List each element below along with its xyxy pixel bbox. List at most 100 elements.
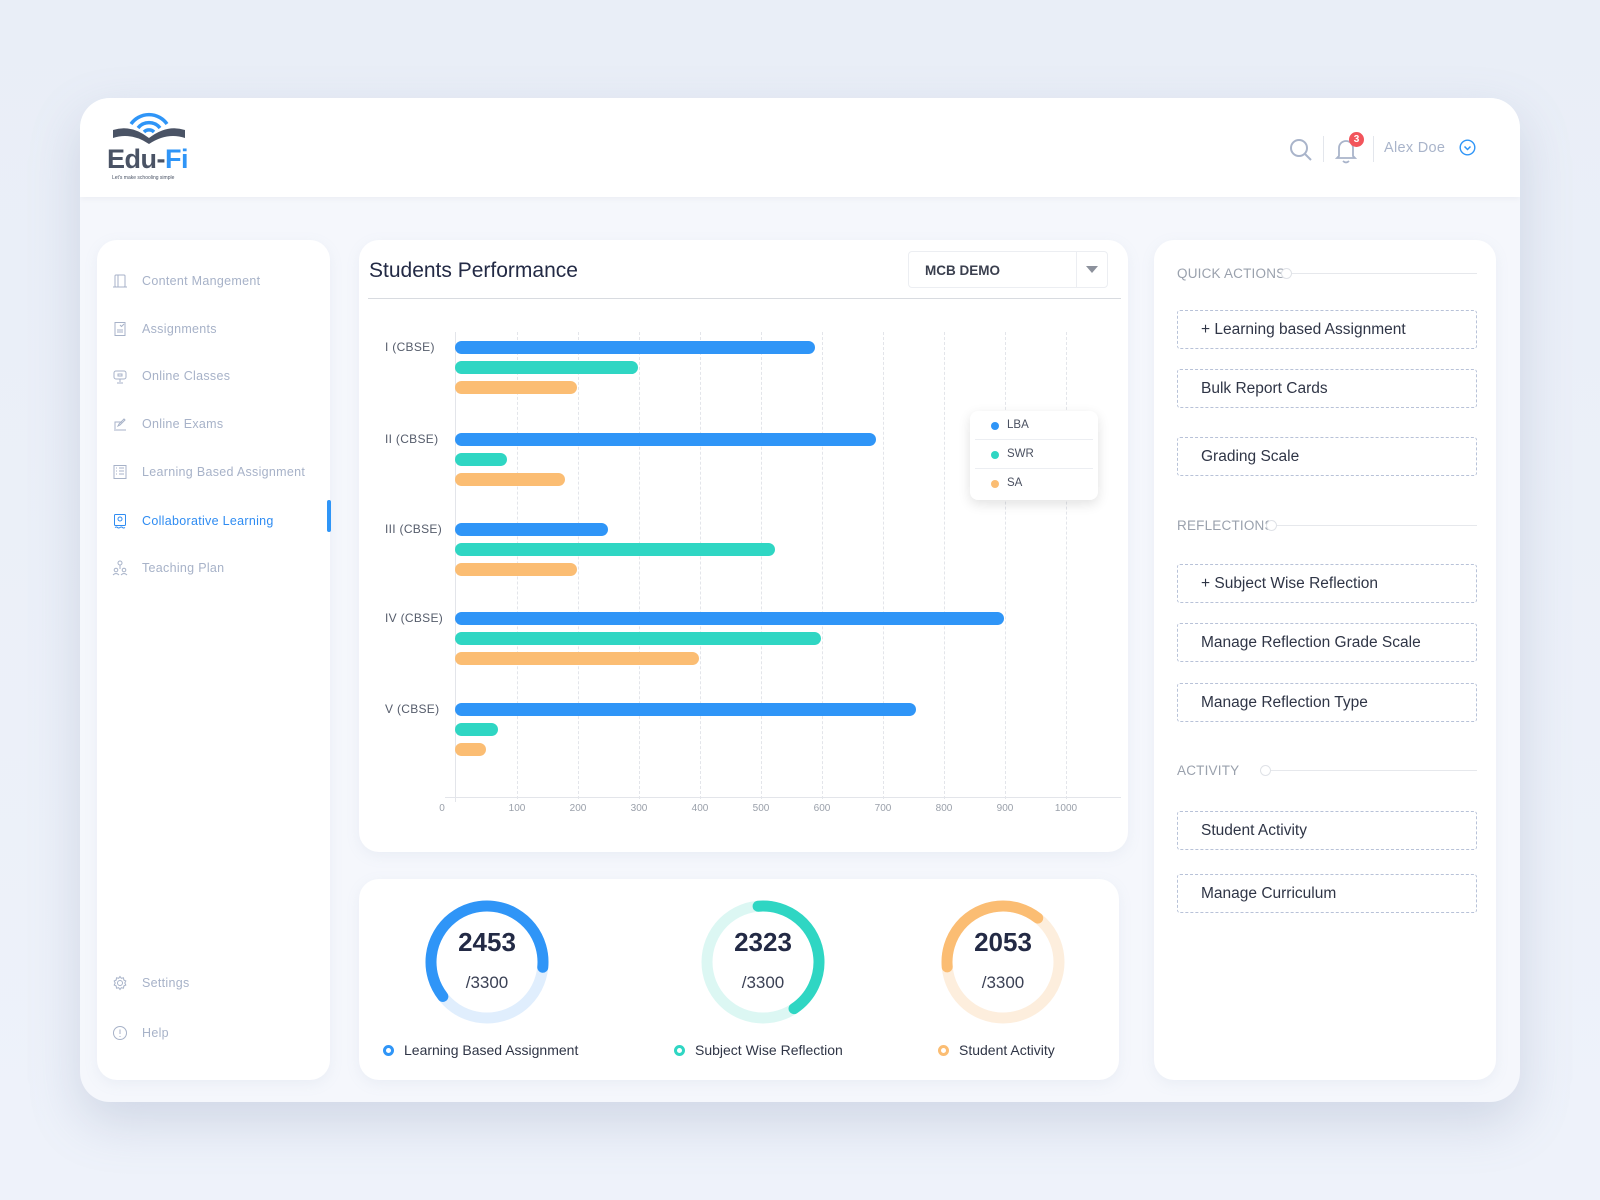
students-performance-card: Students Performance MCB DEMO 0 100 200 300… (359, 240, 1128, 852)
action-button-label: Manage Reflection Type (1201, 693, 1368, 711)
progress-ring (701, 900, 825, 1024)
x-axis-line (445, 797, 1121, 798)
gear-icon (113, 975, 127, 991)
document-icon (114, 322, 126, 336)
action-button-subject-wise-reflection[interactable]: + Subject Wise Reflection (1177, 564, 1477, 603)
bar-swr[interactable] (455, 543, 776, 556)
gauge-value: 2053 (974, 927, 1032, 957)
action-button-label: Manage Reflection Grade Scale (1201, 633, 1421, 651)
action-button-manage-curriculum[interactable]: Manage Curriculum (1177, 874, 1477, 913)
info-icon (113, 1026, 127, 1040)
gridline (1066, 332, 1067, 799)
sidebar-item-settings[interactable]: Settings (97, 968, 330, 998)
section-marker-icon (1281, 268, 1292, 279)
bar-lba[interactable] (455, 703, 916, 716)
sidebar-item-label: Learning Based Assignment (142, 465, 306, 479)
x-tick-label: 700 (874, 803, 892, 814)
sidebar: Content Mangement Assignments Online Class… (97, 240, 331, 1080)
sidebar-item-label: Collaborative Learning (142, 514, 274, 528)
chart-legend-tooltip: LBA SWR SA (970, 411, 1098, 500)
search-icon[interactable] (1289, 138, 1313, 162)
action-button-learning-based-assignment[interactable]: + Learning based Assignment (1177, 310, 1477, 349)
bar-swr[interactable] (455, 723, 498, 736)
sidebar-item-content-mangement[interactable]: Content Mangement (97, 266, 330, 296)
class-dropdown[interactable]: MCB DEMO (908, 251, 1108, 288)
legend-dot (991, 451, 999, 459)
section-divider (1271, 770, 1477, 771)
sidebar-item-learning-based-assignment[interactable]: Learning Based Assignment (97, 457, 330, 487)
legend-label: LBA (1007, 419, 1029, 431)
gauge-total: /3300 (741, 973, 785, 992)
chevron-down-icon[interactable] (1459, 139, 1476, 156)
action-button-label: Grading Scale (1201, 447, 1300, 465)
progress-arc (425, 900, 549, 1024)
sidebar-item-help[interactable]: Help (97, 1018, 330, 1048)
user-name[interactable]: Alex Doe (1384, 140, 1446, 156)
action-button-student-activity[interactable]: Student Activity (1177, 811, 1477, 850)
sidebar-item-label: Online Classes (142, 369, 231, 383)
legend-label: SWR (1007, 448, 1034, 460)
action-button-label: + Subject Wise Reflection (1201, 574, 1379, 592)
gridline (944, 332, 945, 799)
sidebar-item-assignments[interactable]: Assignments (97, 314, 330, 344)
sidebar-item-online-classes[interactable]: Online Classes (97, 361, 330, 391)
bar-swr[interactable] (455, 361, 638, 374)
x-tick-label: 100 (508, 803, 526, 814)
x-tick-label: 600 (813, 803, 831, 814)
gauge-total: /3300 (465, 973, 509, 992)
team-icon (112, 560, 128, 576)
legend-dot (991, 480, 999, 488)
bar-lba[interactable] (455, 433, 876, 446)
top-header: Edu-Fi Let's make schooling simple 3 Ale… (80, 98, 1520, 197)
section-heading-reflections: REFLECTIONS (1177, 518, 1274, 533)
bar-swr[interactable] (455, 453, 507, 466)
sidebar-item-collaborative-learning[interactable]: Collaborative Learning (97, 506, 330, 536)
legend-ring-icon (938, 1044, 949, 1056)
action-button-manage-reflection-type[interactable]: Manage Reflection Type (1177, 683, 1477, 722)
bar-lba[interactable] (455, 341, 815, 354)
action-button-bulk-report-cards[interactable]: Bulk Report Cards (1177, 369, 1477, 408)
bar-sa[interactable] (455, 473, 565, 486)
y-category-label: V (CBSE) (385, 702, 440, 716)
caret-down-icon (1086, 266, 1098, 273)
y-category-label: IV (CBSE) (385, 611, 444, 625)
bar-lba[interactable] (455, 612, 1004, 625)
gauge-value: 2323 (734, 927, 792, 957)
x-tick-label: 300 (630, 803, 648, 814)
y-category-label: I (CBSE) (385, 340, 435, 354)
action-button-manage-reflection-grade-scale[interactable]: Manage Reflection Grade Scale (1177, 623, 1477, 662)
gauge-legend: Learning Based Assignment (383, 1042, 578, 1058)
bar-sa[interactable] (455, 563, 577, 576)
gridline (578, 332, 579, 799)
sidebar-item-online-exams[interactable]: Online Exams (97, 409, 330, 439)
gauge-legend: Subject Wise Reflection (674, 1042, 843, 1058)
x-tick-label: 400 (691, 803, 709, 814)
book-icon (113, 274, 127, 288)
x-tick-label: 900 (996, 803, 1014, 814)
sidebar-item-teaching-plan[interactable]: Teaching Plan (97, 553, 330, 583)
logo-text-accent: Fi (165, 144, 189, 174)
progress-ring (425, 900, 549, 1024)
board-icon (114, 514, 126, 529)
bar-lba[interactable] (455, 523, 608, 536)
card-title: Students Performance (369, 259, 578, 282)
action-button-label: Student Activity (1201, 821, 1307, 839)
action-button-grading-scale[interactable]: Grading Scale (1177, 437, 1477, 476)
legend-ring-icon (383, 1044, 394, 1056)
presentation-icon (113, 370, 127, 384)
legend-item-sa: SA (975, 469, 1093, 498)
bar-sa[interactable] (455, 743, 486, 756)
section-divider (1277, 525, 1477, 526)
gauge-label: Learning Based Assignment (404, 1042, 579, 1058)
logo-text: Edu- (107, 144, 166, 174)
logo[interactable]: Edu-Fi Let's make schooling simple (107, 108, 191, 183)
progress-arc (701, 900, 825, 1024)
bar-sa[interactable] (455, 381, 577, 394)
bar-chart: 0 100 200 300 400 500 600 700 800 900 1000 I (CBSE)… (359, 240, 1128, 852)
legend-ring-icon (674, 1044, 685, 1056)
logo-wifi-book-icon (113, 112, 185, 144)
gauge-value: 2453 (458, 927, 516, 957)
bar-sa[interactable] (455, 652, 699, 665)
legend-dot (991, 422, 999, 430)
bar-swr[interactable] (455, 632, 821, 645)
